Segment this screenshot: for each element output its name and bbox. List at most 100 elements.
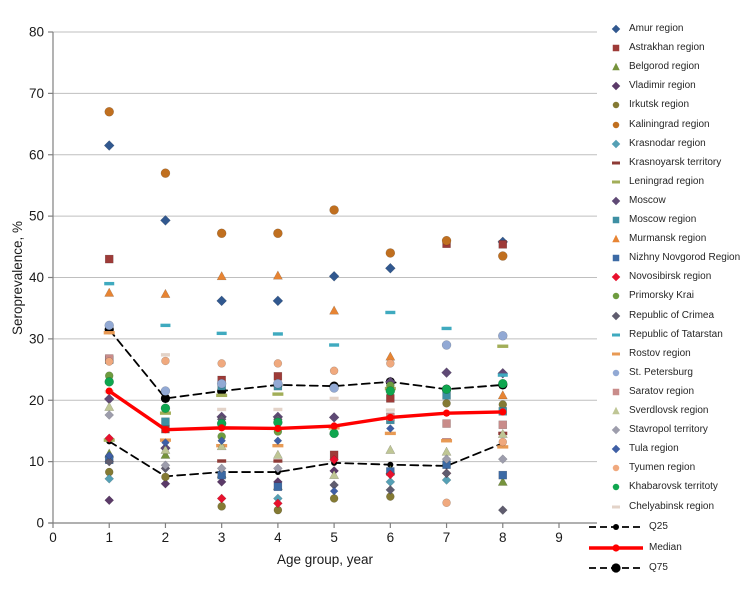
median-line-icon [589, 543, 643, 552]
diamond-marker-icon [611, 311, 621, 320]
point-khabarovsk-territoty [329, 428, 339, 439]
point-tyumen-region [273, 359, 283, 368]
diamond-marker-icon [611, 82, 621, 91]
point-novosibirsk-region [216, 493, 227, 504]
legend-marker [603, 23, 629, 35]
point-novosibirsk-region [385, 469, 396, 480]
legend-label: Novosibirsk region [629, 271, 712, 283]
point-moscow [328, 412, 340, 423]
legend-marker [603, 214, 629, 226]
legend-label: Q25 [649, 521, 668, 532]
point-kaliningrad-region [216, 228, 227, 239]
point-chelyabinsk-region [217, 407, 227, 412]
legend-marker [603, 42, 629, 54]
circle-marker-icon [612, 484, 620, 491]
x-axis-title: Age group, year [276, 552, 374, 567]
point-tula-region [217, 436, 227, 446]
point-amur-region [103, 140, 115, 151]
point-murmansk-region [216, 270, 227, 281]
point-vladimir-region [104, 495, 115, 506]
marker-shape [612, 216, 620, 224]
marker-shape [612, 505, 620, 508]
point-republic-of-tatarstan [329, 343, 340, 347]
point-khabarovsk-territoty [385, 386, 396, 396]
point-stavropol-territory [273, 463, 283, 474]
point-amur-region [328, 270, 340, 282]
point-sverdlovsk-region [385, 444, 396, 454]
legend-label: Rostov region [629, 347, 691, 359]
marker-shape [611, 444, 621, 454]
q25-line-icon [589, 524, 643, 530]
marker-shape [612, 62, 620, 71]
point-chelyabinsk-region [273, 407, 283, 412]
point-irkutsk-region [161, 472, 170, 482]
y-tick-label: 0 [36, 516, 44, 531]
square-marker-icon [612, 44, 620, 52]
point-krasnoyarsk-territory [273, 459, 283, 463]
legend-label: Q75 [649, 562, 668, 573]
legend-label: Primorsky Krai [629, 290, 695, 302]
point-kaliningrad-region [329, 205, 339, 215]
x-tick-label: 4 [274, 530, 282, 545]
diamond-marker-icon [611, 425, 621, 435]
point-republic-of-tatarstan [216, 331, 227, 336]
legend-item-republic-of-tatarstan: Republic of Tatarstan [603, 329, 752, 341]
point-novosibirsk-region [273, 498, 283, 509]
diamond-marker-icon [611, 273, 621, 282]
point-tyumen-region [217, 359, 226, 368]
point-murmansk-region [329, 305, 340, 315]
point-tula-region [161, 438, 170, 447]
legend-item-vladimir-region: Vladimir region [603, 80, 752, 92]
circle-marker-icon [612, 465, 620, 472]
square-marker-icon [612, 254, 620, 262]
x-tick-label: 5 [330, 530, 338, 545]
point-krasnodar-region [104, 473, 115, 484]
point-murmansk-region [497, 390, 508, 400]
point-irkutsk-region [329, 494, 339, 503]
dot-median [442, 409, 451, 417]
diamond-marker-icon [611, 196, 621, 206]
marker-shape [612, 234, 620, 243]
point-khabarovsk-territoty [104, 377, 114, 387]
legend-label: Krasnodar region [629, 137, 706, 149]
circle-marker-icon [612, 102, 620, 109]
point-tula-region [273, 436, 283, 446]
legend-label: Republic of Crimea [629, 309, 715, 321]
point-nizhny-novgorod-region [273, 482, 283, 492]
legend-label: Vladimir region [629, 80, 696, 92]
dot-median [330, 422, 338, 430]
x-tick-label: 9 [555, 530, 563, 545]
diamond-marker-icon [611, 24, 621, 34]
point-rostov-region [497, 445, 509, 449]
point-tyumen-region [386, 359, 395, 368]
line-q75 [108, 328, 504, 400]
square-marker-icon [612, 388, 620, 396]
legend-item-stavropol-territory: Stavropol territory [603, 424, 752, 436]
point-sverdlovsk-region [104, 401, 115, 411]
y-tick-label: 50 [29, 209, 44, 224]
line-median [107, 389, 505, 432]
legend-marker [603, 290, 629, 302]
legend-marker [603, 61, 629, 73]
legend-label: Astrakhan region [629, 42, 705, 54]
triangle-marker-icon [612, 62, 620, 71]
marker-shape [611, 425, 621, 435]
marker-shape [612, 254, 620, 262]
legend-item-st-petersburg: St. Petersburg [603, 367, 752, 379]
legend-label: Republic of Tatarstan [629, 328, 723, 340]
legend: Amur region Astrakhan region Belgorod regi… [589, 0, 752, 592]
point-rostov-region [272, 443, 284, 448]
legend-marker [603, 443, 629, 455]
point-astrakhan-region [498, 240, 508, 249]
point-rostov-region [103, 331, 115, 335]
point-tyumen-region [329, 366, 339, 376]
x-tick-label: 0 [49, 530, 57, 545]
marker-shape [611, 311, 621, 320]
x-tick-label: 2 [162, 530, 170, 545]
legend-label: Stavropol territory [629, 424, 708, 436]
point-tula-region [104, 451, 114, 460]
point-murmansk-region [160, 288, 171, 298]
point-belgorod-region [497, 476, 508, 486]
legend-label: Nizhny Novgorod Region [629, 252, 741, 264]
